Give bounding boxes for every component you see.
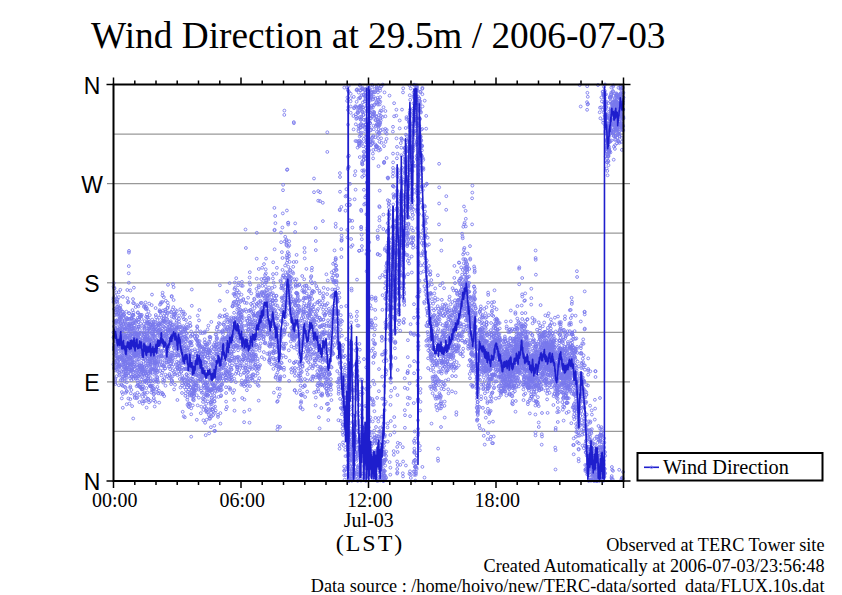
- svg-text:Created Automatically at 2006-: Created Automatically at 2006-07-03/23:5…: [484, 556, 825, 576]
- svg-text:18:00: 18:00: [475, 489, 521, 511]
- svg-text:00:00: 00:00: [92, 489, 138, 511]
- svg-text:E: E: [84, 370, 99, 396]
- svg-text:Jul-03: Jul-03: [344, 509, 394, 531]
- svg-text:Wind Direction: Wind Direction: [663, 456, 789, 478]
- svg-text:Wind Direction at 29.5m / 2006: Wind Direction at 29.5m / 2006-07-03: [91, 15, 665, 56]
- svg-text:Data source : /home/hoivo/new/: Data source : /home/hoivo/new/TERC-data/…: [311, 576, 825, 595]
- svg-text:S: S: [84, 271, 99, 297]
- svg-text:W: W: [81, 172, 103, 198]
- svg-text:06:00: 06:00: [220, 489, 266, 511]
- svg-text:Observed at TERC Tower site: Observed at TERC Tower site: [606, 535, 824, 555]
- svg-text:N: N: [84, 73, 101, 99]
- svg-text:(LST): (LST): [336, 530, 405, 556]
